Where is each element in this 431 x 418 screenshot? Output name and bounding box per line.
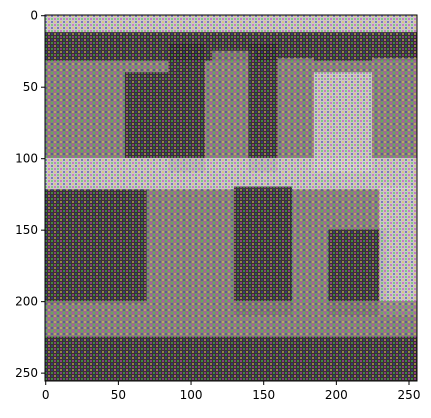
x-tick-label: 200: [325, 388, 348, 402]
x-tick-label: 150: [252, 388, 275, 402]
x-tick-label: 0: [42, 388, 50, 402]
y-axis: 0 50 100 150 200 250: [15, 9, 45, 380]
image-plot-area: [45, 15, 417, 381]
x-axis: 0 50 100 150 200 250: [42, 381, 421, 402]
x-tick-label: 50: [111, 388, 126, 402]
y-tick-label: 50: [23, 80, 38, 94]
y-tick-label: 100: [15, 152, 38, 166]
image-artifact-texture: [45, 15, 417, 381]
y-tick-label: 200: [15, 295, 38, 309]
x-tick-label: 100: [180, 388, 203, 402]
axes-frame: [44, 14, 418, 382]
y-tick-label: 0: [30, 9, 38, 23]
x-tick-label: 250: [398, 388, 421, 402]
y-tick-label: 150: [15, 223, 38, 237]
y-tick-label: 250: [15, 366, 38, 380]
